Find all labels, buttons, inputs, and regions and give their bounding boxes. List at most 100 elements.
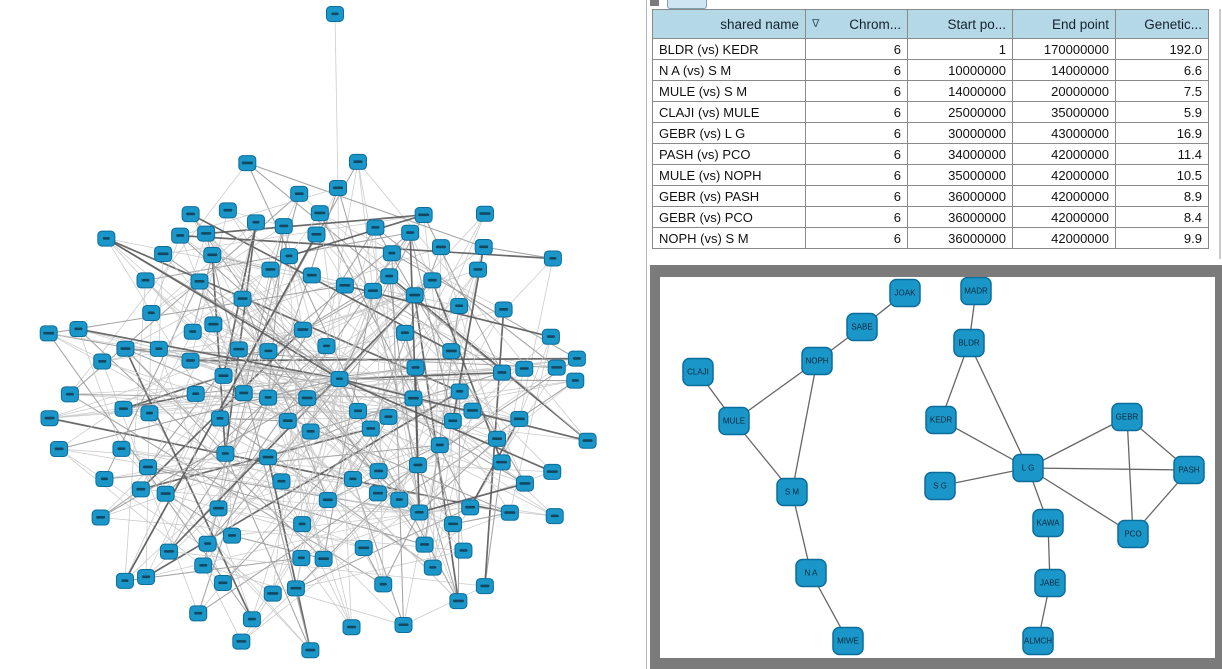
network-edge[interactable]	[219, 418, 288, 422]
network-edge[interactable]	[424, 512, 510, 546]
network-node[interactable]	[488, 430, 507, 447]
network-node[interactable]	[286, 580, 305, 597]
network-edge[interactable]	[58, 378, 340, 450]
network-node[interactable]	[216, 445, 235, 462]
network-node[interactable]	[349, 153, 368, 170]
network-node[interactable]	[293, 516, 312, 533]
network-edge[interactable]	[518, 258, 554, 420]
column-header-chrom---[interactable]: ∇ Chrom...	[805, 9, 908, 39]
network-node-ALMCH[interactable]: ALMCH	[1022, 626, 1054, 656]
network-edge[interactable]	[339, 367, 416, 380]
network-node[interactable]	[395, 324, 414, 341]
network-edge[interactable]	[147, 466, 311, 651]
network-edge[interactable]	[339, 378, 354, 480]
network-overview-panel[interactable]	[0, 0, 646, 669]
network-edge[interactable]	[301, 378, 340, 525]
network-node[interactable]	[60, 386, 79, 403]
network-edge[interactable]	[106, 238, 420, 513]
network-edge[interactable]	[484, 462, 503, 587]
network-node[interactable]	[394, 616, 413, 633]
network-node[interactable]	[454, 542, 473, 559]
table-row[interactable]: N A (vs) S M 6 10000000 14000000 6.6	[652, 59, 1221, 81]
network-node[interactable]	[181, 352, 200, 369]
network-edge[interactable]	[180, 234, 553, 260]
network-edge[interactable]	[316, 234, 553, 473]
network-edge[interactable]	[288, 214, 424, 257]
network-node-BLDR[interactable]: BLDR	[953, 328, 985, 358]
network-node[interactable]	[233, 290, 252, 307]
network-edge[interactable]	[192, 254, 213, 332]
network-node[interactable]	[405, 287, 424, 304]
network-node[interactable]	[404, 390, 423, 407]
network-node[interactable]	[369, 463, 388, 480]
table-row[interactable]: BLDR (vs) KEDR 6 1 170000000 192.0	[652, 38, 1221, 60]
network-node[interactable]	[114, 400, 133, 417]
network-node[interactable]	[329, 180, 347, 196]
network-edge[interactable]	[268, 350, 420, 513]
network-edge[interactable]	[165, 493, 364, 549]
network-node[interactable]	[140, 405, 159, 422]
network-node[interactable]	[469, 261, 488, 278]
network-node[interactable]	[279, 248, 298, 265]
network-node[interactable]	[274, 218, 293, 235]
network-node[interactable]	[374, 576, 393, 593]
network-edge-LG-PASH[interactable]	[1027, 467, 1190, 471]
network-edge[interactable]	[419, 482, 526, 514]
network-edge[interactable]	[417, 464, 553, 473]
network-node[interactable]	[492, 364, 511, 381]
network-node-SG[interactable]: S G	[924, 471, 956, 501]
network-edge[interactable]	[326, 285, 346, 347]
network-edge[interactable]	[472, 336, 552, 411]
network-node-LG[interactable]: L G	[1012, 453, 1044, 483]
network-node[interactable]	[246, 214, 265, 231]
network-node[interactable]	[181, 206, 200, 223]
network-edge[interactable]	[319, 212, 471, 508]
network-node[interactable]	[156, 485, 175, 502]
network-node-KEDR[interactable]: KEDR	[925, 405, 957, 435]
network-edge[interactable]	[357, 161, 374, 291]
network-edge-LG-PCO[interactable]	[1027, 467, 1134, 535]
network-edge[interactable]	[124, 234, 318, 582]
network-node-GEBR[interactable]: GEBR	[1111, 402, 1143, 432]
network-edge[interactable]	[190, 350, 269, 362]
network-node-NA[interactable]: N A	[795, 558, 827, 588]
network-edge[interactable]	[218, 507, 303, 525]
panel-tab-fragment[interactable]	[667, 0, 707, 9]
network-edge[interactable]	[251, 227, 376, 620]
network-node[interactable]	[302, 267, 321, 284]
network-node[interactable]	[301, 642, 320, 659]
network-edge[interactable]	[158, 269, 271, 350]
network-node-NOPH[interactable]: NOPH	[801, 346, 833, 376]
network-node[interactable]	[154, 246, 173, 263]
network-edge[interactable]	[78, 328, 340, 380]
network-node[interactable]	[547, 359, 566, 376]
network-node[interactable]	[463, 402, 482, 419]
network-node[interactable]	[314, 550, 333, 567]
network-edge[interactable]	[218, 507, 420, 513]
network-node[interactable]	[494, 301, 513, 318]
network-edge[interactable]	[150, 222, 257, 314]
network-node[interactable]	[515, 360, 534, 377]
network-node[interactable]	[450, 297, 469, 314]
network-edge[interactable]	[484, 309, 505, 587]
network-edge[interactable]	[382, 512, 420, 585]
network-edge[interactable]	[207, 305, 460, 545]
network-edge[interactable]	[149, 233, 207, 414]
network-edge[interactable]	[363, 309, 504, 549]
network-edge[interactable]	[288, 256, 304, 330]
network-edge[interactable]	[206, 214, 424, 235]
network-edge[interactable]	[242, 298, 420, 513]
network-detail-panel[interactable]: JOAK SABE NOPH CLAJI MULE S M N A MIWE MADR BLDR K…	[650, 265, 1222, 669]
network-node-JOAK[interactable]: JOAK	[889, 278, 921, 308]
network-edge[interactable]	[100, 350, 269, 518]
network-node-JABE[interactable]: JABE	[1034, 568, 1066, 598]
network-edge[interactable]	[140, 488, 420, 513]
table-row[interactable]: GEBR (vs) PCO 6 36000000 42000000 8.4	[652, 206, 1221, 228]
network-node[interactable]	[40, 410, 59, 427]
network-node[interactable]	[500, 504, 519, 521]
network-edge[interactable]	[69, 378, 340, 395]
table-row[interactable]: GEBR (vs) L G 6 30000000 43000000 16.9	[652, 122, 1221, 144]
network-node[interactable]	[368, 485, 387, 502]
network-edge[interactable]	[168, 213, 486, 552]
network-edge[interactable]	[339, 378, 498, 440]
